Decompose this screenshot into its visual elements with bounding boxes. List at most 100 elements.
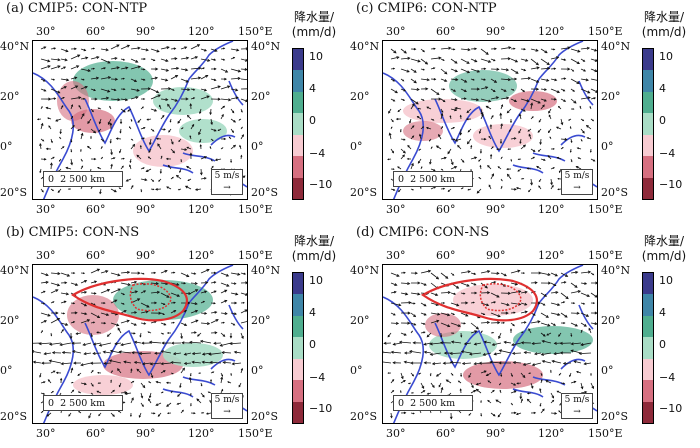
colorbar-swatch	[293, 177, 303, 199]
colorbar-tick: 0	[659, 114, 666, 127]
lon-tick-bottom: 60°	[436, 427, 456, 440]
colorbar-title: 降水量/ (mm/d)	[641, 10, 687, 39]
lat-tick-left: 20°S	[350, 186, 378, 199]
lat-tick-left: 0°	[0, 140, 13, 153]
colorbar-swatch	[643, 358, 653, 381]
colorbar-swatch	[643, 401, 653, 423]
lon-tick-bottom: 30°	[386, 427, 406, 440]
lon-tick-bottom: 120°	[188, 203, 215, 216]
reference-vector: 5 m/s →	[211, 393, 243, 419]
lon-tick-top: 120°	[538, 25, 565, 38]
reference-vector: 5 m/s →	[561, 169, 593, 195]
colorbar	[292, 272, 304, 424]
lon-tick-top: 60°	[86, 25, 106, 38]
lat-tick-left: 20°	[350, 90, 370, 103]
lon-tick-top: 30°	[386, 25, 406, 38]
colorbar-swatch	[643, 113, 653, 135]
lat-tick-right: 40°N	[251, 264, 281, 277]
lon-tick-bottom: 90°	[486, 203, 506, 216]
colorbar-title: 降水量/ (mm/d)	[641, 234, 687, 263]
lon-tick-top: 90°	[486, 25, 506, 38]
colorbar-tick: 4	[659, 82, 666, 95]
lat-tick-right: 40°N	[251, 40, 281, 53]
lon-tick-bottom: 90°	[136, 203, 156, 216]
lat-tick-right: 40°N	[601, 264, 631, 277]
lat-tick-right: 0°	[251, 140, 264, 153]
lon-tick-bottom: 30°	[36, 203, 56, 216]
lon-tick-top: 120°	[538, 249, 565, 262]
colorbar-swatch	[293, 113, 303, 135]
colorbar	[642, 272, 654, 424]
lat-tick-left: 0°	[350, 364, 363, 377]
scale-bar: 0 2 500 km	[43, 171, 123, 187]
colorbar-swatch	[293, 401, 303, 423]
colorbar-swatch	[293, 49, 303, 71]
map-svg	[383, 265, 597, 423]
colorbar-swatch	[293, 273, 303, 295]
map-area: 0 2 500 km 5 m/s →	[382, 264, 598, 424]
colorbar-tick: 4	[309, 82, 316, 95]
lat-tick-right: 0°	[601, 140, 614, 153]
lat-tick-right: 20°S	[601, 186, 629, 199]
reference-vector: 5 m/s →	[211, 169, 243, 195]
colorbar-tick: −10	[309, 178, 333, 191]
lon-tick-bottom: 90°	[136, 427, 156, 440]
plateau-outline	[70, 277, 188, 322]
precip-shading	[425, 284, 593, 389]
map-area: 0 2 500 km 5 m/s →	[32, 264, 248, 424]
panel-b: (b) CMIP5: CON-NS 0 2 500 km 5 m/s → 30° 3…	[0, 224, 350, 448]
map-svg	[383, 41, 597, 199]
colorbar-swatch	[293, 91, 303, 114]
colorbar-swatch	[293, 294, 303, 316]
lon-tick-top: 150°E	[238, 249, 273, 262]
lat-tick-left: 20°S	[0, 186, 28, 199]
map-svg	[33, 41, 247, 199]
lon-tick-bottom: 120°	[538, 427, 565, 440]
lon-tick-top: 120°	[188, 249, 215, 262]
colorbar-swatch	[293, 315, 303, 338]
colorbar-tick: 0	[309, 338, 316, 351]
lon-tick-top: 60°	[86, 249, 106, 262]
lat-tick-left: 0°	[350, 140, 363, 153]
lon-tick-top: 150°E	[588, 25, 623, 38]
colorbar-tick: 0	[659, 338, 666, 351]
scale-bar: 0 2 500 km	[393, 171, 473, 187]
lon-tick-top: 30°	[386, 249, 406, 262]
lon-tick-top: 60°	[436, 249, 456, 262]
lon-tick-top: 60°	[436, 25, 456, 38]
lat-tick-left: 40°N	[350, 40, 380, 53]
colorbar-title: 降水量/ (mm/d)	[291, 234, 337, 263]
colorbar-swatch	[293, 134, 303, 157]
colorbar-tick: 10	[659, 274, 673, 287]
lon-tick-top: 150°E	[238, 25, 273, 38]
lon-tick-bottom: 150°E	[588, 427, 623, 440]
lat-tick-right: 20°	[601, 90, 621, 103]
lon-tick-bottom: 30°	[36, 427, 56, 440]
lon-tick-bottom: 150°E	[588, 203, 623, 216]
colorbar-tick: −4	[659, 371, 676, 384]
lat-tick-right: 0°	[601, 364, 614, 377]
colorbar-tick: 10	[309, 274, 323, 287]
map-svg	[33, 265, 247, 423]
colorbar-tick: −10	[659, 402, 683, 415]
panel-title: (b) CMIP5: CON-NS	[6, 225, 140, 240]
lat-tick-right: 0°	[251, 364, 264, 377]
colorbar-swatch	[643, 91, 653, 114]
lon-tick-bottom: 60°	[86, 203, 106, 216]
lon-tick-top: 90°	[486, 249, 506, 262]
lon-tick-bottom: 150°E	[238, 427, 273, 440]
lon-tick-bottom: 60°	[86, 427, 106, 440]
lon-tick-bottom: 90°	[486, 427, 506, 440]
map-area: 0 2 500 km 5 m/s →	[32, 40, 248, 200]
map-area: 0 2 500 km 5 m/s →	[382, 40, 598, 200]
colorbar-tick: 4	[659, 306, 666, 319]
panel-a: (a) CMIP5: CON-NTP 0 2 500 km 5 m/s → 30°…	[0, 0, 350, 224]
colorbar-swatch	[293, 156, 303, 178]
colorbar	[642, 48, 654, 200]
lat-tick-right: 20°	[251, 90, 271, 103]
panel-title: (d) CMIP6: CON-NS	[356, 225, 490, 240]
lat-tick-right: 40°N	[601, 40, 631, 53]
colorbar-title: 降水量/ (mm/d)	[291, 10, 337, 39]
colorbar-tick: 10	[309, 50, 323, 63]
lat-tick-left: 20°S	[350, 410, 378, 423]
